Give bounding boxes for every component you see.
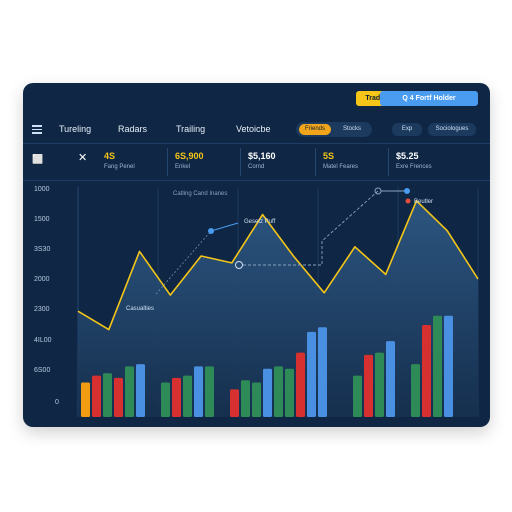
- stat-label: Enkel: [175, 164, 191, 170]
- annotation-point: [374, 187, 382, 195]
- volume-bar: [183, 375, 192, 417]
- y-tick-label: 4IL00: [34, 337, 52, 344]
- volume-bar: [161, 382, 170, 417]
- volume-bar: [386, 341, 395, 417]
- annotation-label: Beutler: [414, 199, 433, 205]
- chart-title: Catling Cand Inanes: [173, 191, 227, 197]
- stat-value: 6S,900: [175, 151, 204, 161]
- menu-icon[interactable]: [32, 125, 42, 134]
- annotation-point: [405, 198, 411, 204]
- stat-value: 4S: [104, 151, 116, 161]
- volume-bar: [136, 364, 145, 417]
- volume-bar: [241, 380, 250, 417]
- y-tick-label: 2000: [34, 276, 50, 283]
- volume-bar: [194, 366, 203, 417]
- close-icon[interactable]: ✕: [78, 152, 88, 164]
- trading-dashboard-window: Trading Q 4 Fortf Holder Tureling Radars…: [23, 83, 490, 427]
- volume-bar: [296, 352, 305, 417]
- y-tick-label: 1500: [34, 216, 50, 223]
- annotation-label: Casualties: [126, 306, 154, 312]
- stat-divider: [315, 148, 316, 176]
- annotation-line: [243, 190, 379, 266]
- price-line: [77, 200, 479, 331]
- annotation-point: [235, 261, 243, 269]
- stat-label: Exre Frences: [396, 164, 432, 170]
- stat-value: $5,160: [248, 151, 276, 161]
- annotation-point: [404, 188, 410, 194]
- stat-1: 4S Fang Penel: [104, 151, 135, 170]
- stat-value: $5.25: [396, 151, 419, 161]
- stat-value: 5S: [323, 151, 335, 161]
- stat-3: $5,160 Cornd: [248, 151, 276, 170]
- collapse-icon[interactable]: ⬜: [32, 154, 44, 164]
- volume-bar: [263, 368, 272, 417]
- volume-bar: [422, 325, 431, 417]
- volume-bar: [375, 352, 384, 417]
- stat-4: 5S Matel Feares: [323, 151, 358, 170]
- nav-bar: Tureling Radars Trailing Vetoicbe Friend…: [23, 117, 490, 144]
- volume-bar: [364, 354, 373, 417]
- volume-bar: [274, 366, 283, 417]
- y-tick-label: 0: [55, 399, 59, 406]
- stat-label: Matel Feares: [323, 164, 359, 170]
- segment-friends[interactable]: Friends: [299, 124, 331, 135]
- stat-label: Fang Penel: [104, 164, 135, 170]
- sociologues-pill[interactable]: Sociologues: [428, 123, 476, 136]
- volume-bar: [230, 389, 239, 417]
- stats-row: ⬜ ✕ 4S Fang Penel 6S,900 Enkel $5,160 Cornd 5S…: [23, 144, 490, 181]
- segmented-toggle: Friends Stocks: [296, 122, 372, 137]
- y-tick-label: 2300: [34, 306, 50, 313]
- annotation-line: [210, 222, 239, 232]
- exp-pill[interactable]: Exp: [392, 123, 422, 136]
- nav-item-1[interactable]: Tureling: [59, 124, 92, 134]
- y-tick-label: 6S00: [34, 367, 50, 374]
- volume-bar: [92, 375, 101, 417]
- y-tick-label: 3S30: [34, 246, 50, 253]
- stat-2: 6S,900 Enkel: [175, 151, 204, 170]
- volume-bar: [103, 373, 112, 417]
- volume-bar: [318, 327, 327, 417]
- volume-bar: [172, 377, 181, 417]
- annotation-line: [155, 230, 212, 295]
- y-tick-label: 1000: [34, 186, 50, 193]
- volume-bar: [81, 382, 90, 417]
- volume-bar: [307, 331, 316, 417]
- portfolio-button[interactable]: Q 4 Fortf Holder: [380, 91, 478, 106]
- annotation-point: [208, 228, 214, 234]
- volume-bar: [353, 375, 362, 417]
- segment-stocks[interactable]: Stocks: [342, 126, 361, 132]
- volume-bar: [252, 382, 261, 417]
- volume-bar: [285, 368, 294, 417]
- volume-bar: [411, 364, 420, 417]
- stat-label: Cornd: [248, 164, 265, 170]
- price-chart: 1000 1500 3S30 2000 2300 4IL00 6S00 0 Catling Ca…: [34, 186, 479, 417]
- volume-bar: [433, 315, 442, 417]
- stat-divider: [388, 148, 389, 176]
- stat-5: $5.25 Exre Frences: [396, 151, 432, 170]
- stat-divider: [167, 148, 168, 176]
- stat-divider: [240, 148, 241, 176]
- volume-bar: [205, 366, 214, 417]
- volume-bar: [125, 366, 134, 417]
- volume-bar: [444, 315, 453, 417]
- nav-item-4[interactable]: Vetoicbe: [236, 124, 271, 134]
- nav-item-3[interactable]: Trailing: [176, 124, 206, 134]
- annotation-label: Gesetz Puff: [244, 219, 276, 225]
- nav-item-2[interactable]: Radars: [118, 124, 148, 134]
- volume-bar: [114, 377, 123, 417]
